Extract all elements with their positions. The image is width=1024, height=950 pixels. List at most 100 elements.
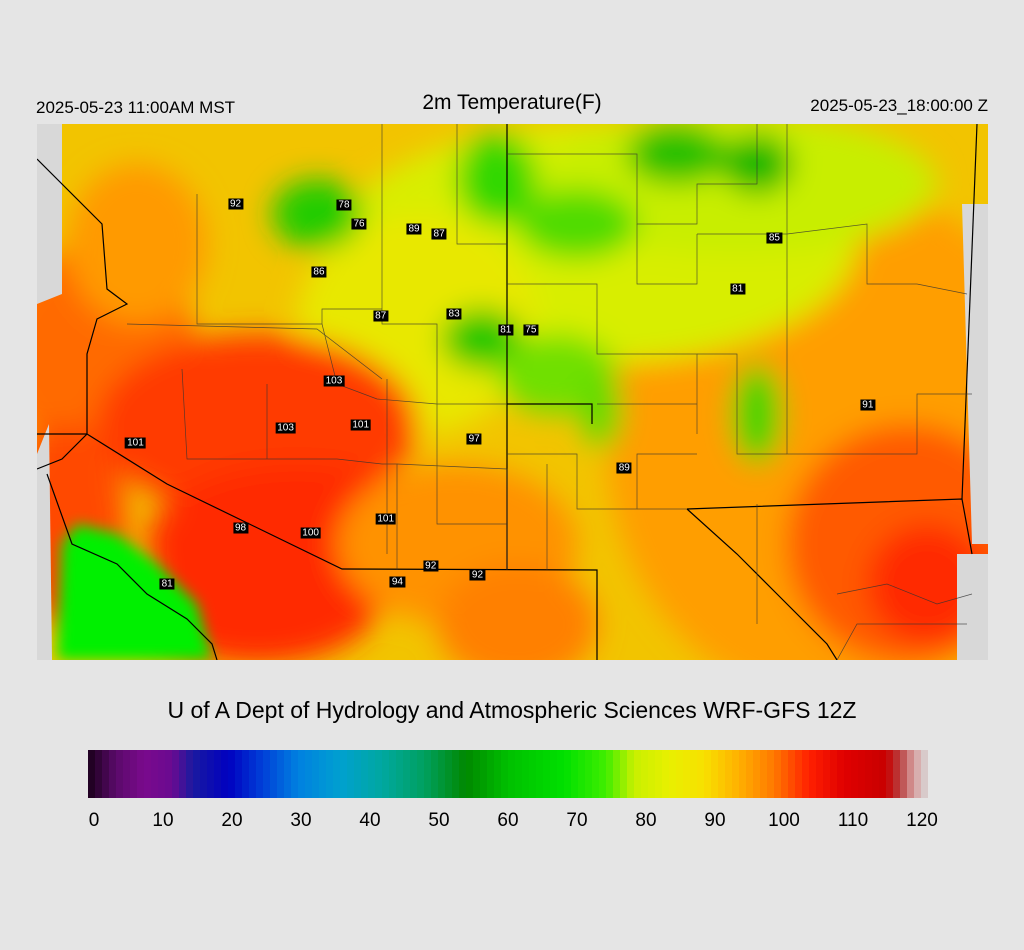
colorbar-segment [319,750,327,798]
colorbar-segment [165,750,173,798]
colorbar-segment [634,750,642,798]
colorbar-segment [816,750,824,798]
colorbar-segment [403,750,411,798]
colorbar-segment [529,750,537,798]
colorbar-segment [396,750,404,798]
colorbar-segment [179,750,187,798]
colorbar-segment [242,750,250,798]
state-boundaries [37,124,978,660]
local-time-label: 2025-05-23 11:00AM MST [36,98,236,117]
colorbar-segment [795,750,803,798]
colorbar-segment [774,750,782,798]
colorbar-segment [95,750,103,798]
colorbar-segment [907,750,915,798]
colorbar-segment [564,750,572,798]
colorbar-segment [123,750,131,798]
valid-time-label: 2025-05-23_18:00:00 Z [810,96,988,115]
station-temp-label: 85 [766,232,782,244]
colorbar-segment [347,750,355,798]
colorbar-segment [746,750,754,798]
colorbar-segment [207,750,215,798]
colorbar-tick: 10 [152,810,174,831]
colorbar-segment [263,750,271,798]
colorbar-segment [767,750,775,798]
colorbar-segment [627,750,635,798]
colorbar-segment [431,750,439,798]
station-temp-label: 94 [389,576,405,588]
colorbar-segment [193,750,201,798]
colorbar-segment [249,750,257,798]
colorbar-segment [102,750,110,798]
colorbar-tick: 20 [221,810,243,831]
colorbar-segment [669,750,677,798]
colorbar-segment [760,750,768,798]
colorbar-segment [592,750,600,798]
colorbar-segment [340,750,348,798]
colorbar-segment [732,750,740,798]
station-temp-label: 103 [323,375,345,387]
credit-line: U of A Dept of Hydrology and Atmospheric… [167,697,857,723]
colorbar-segment [571,750,579,798]
colorbar-segment [697,750,705,798]
colorbar-segment [914,750,922,798]
station-temp-label: 89 [406,223,422,235]
colorbar-segment [88,750,96,798]
colorbar-segment [865,750,873,798]
station-temp-label: 87 [373,310,389,322]
colorbar [88,750,928,798]
colorbar-segment [228,750,236,798]
colorbar-segment [284,750,292,798]
station-temp-label: 103 [275,422,296,434]
colorbar-segment [214,750,222,798]
colorbar-segment [137,750,145,798]
colorbar-segment [368,750,376,798]
colorbar-segment [802,750,810,798]
temperature-field [37,124,988,660]
colorbar-segment [494,750,502,798]
station-temp-label: 86 [311,266,327,278]
colorbar-segment [851,750,859,798]
colorbar-segment [466,750,474,798]
colorbar-segment [158,750,166,798]
colorbar-segment [326,750,334,798]
station-temp-label: 101 [350,419,372,431]
colorbar-segment [599,750,607,798]
station-temp-label: 81 [730,283,746,295]
colorbar-segment [452,750,460,798]
station-temp-label: 87 [431,228,447,240]
colorbar-segment [585,750,593,798]
colorbar-segment [872,750,880,798]
station-temp-label: 91 [860,399,876,411]
colorbar-segment [725,750,733,798]
station-temp-label: 83 [446,308,462,320]
station-temp-label: 101 [375,513,397,525]
colorbar-segment [641,750,649,798]
colorbar-tick: 70 [566,810,588,831]
colorbar-segment [858,750,866,798]
colorbar-segment [256,750,264,798]
station-temp-label: 101 [125,437,146,449]
colorbar-segment [613,750,621,798]
colorbar-segment [837,750,845,798]
colorbar-tick: 100 [768,810,800,831]
colorbar-segment [648,750,656,798]
colorbar-segment [823,750,831,798]
colorbar-segment [543,750,551,798]
colorbar-segment [711,750,719,798]
colorbar-segment [221,750,229,798]
colorbar-segment [151,750,159,798]
station-temp-label: 81 [159,578,175,590]
colorbar-segment [788,750,796,798]
colorbar-segment [536,750,544,798]
station-temp-label: 76 [351,218,367,230]
colorbar-tick: 80 [635,810,657,831]
colorbar-segment [655,750,663,798]
colorbar-segment [116,750,124,798]
colorbar-segment [389,750,397,798]
colorbar-segment [144,750,152,798]
colorbar-segment [606,750,614,798]
colorbar-segment [305,750,313,798]
colorbar-segment [291,750,299,798]
station-temp-label: 92 [423,560,439,572]
colorbar-tick: 120 [906,810,938,831]
